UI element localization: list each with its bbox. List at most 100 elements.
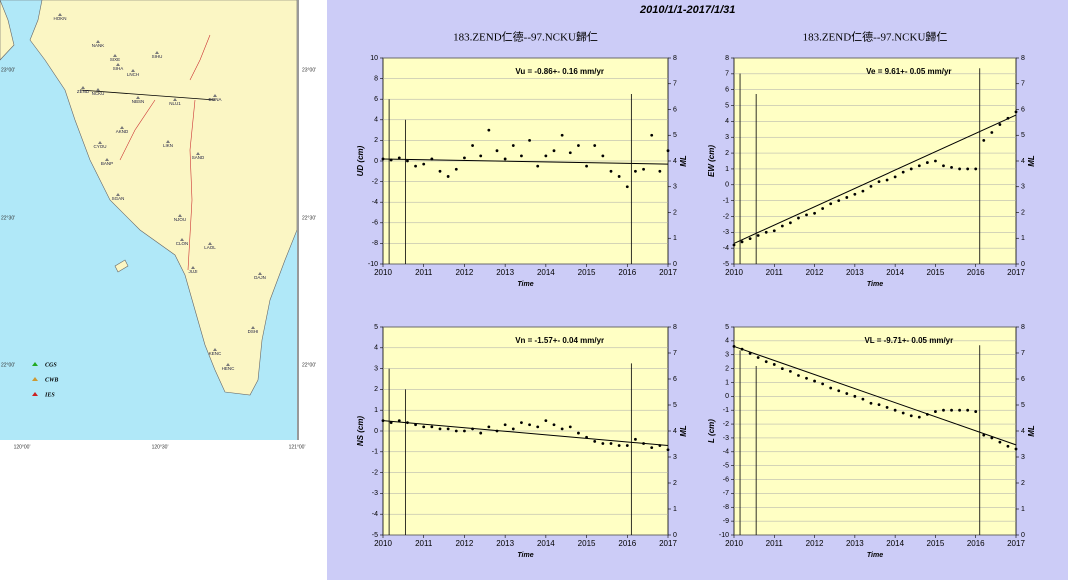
x-tick-label: 2015 bbox=[578, 539, 596, 548]
data-point bbox=[560, 133, 564, 137]
x-tick-label: 2014 bbox=[886, 268, 904, 277]
y2-tick-label: 8 bbox=[673, 324, 677, 331]
y2-tick-label: 0 bbox=[673, 532, 677, 539]
data-point bbox=[942, 408, 945, 412]
x-tick-label: 2014 bbox=[537, 268, 555, 277]
data-point bbox=[966, 408, 970, 412]
y-tick-label: -1 bbox=[372, 449, 378, 456]
data-point bbox=[552, 423, 556, 427]
data-point bbox=[625, 444, 629, 447]
station-marker bbox=[96, 88, 100, 91]
y-tick-label: -2 bbox=[723, 421, 729, 428]
data-point bbox=[446, 175, 450, 178]
data-point bbox=[577, 431, 580, 435]
y-axis-label: UD (cm) bbox=[356, 145, 365, 176]
data-point bbox=[901, 411, 905, 415]
data-point bbox=[446, 427, 450, 431]
y-axis-label: L (cm) bbox=[707, 419, 716, 443]
data-point bbox=[609, 169, 613, 173]
data-point bbox=[666, 149, 670, 153]
x-tick-label: 2017 bbox=[659, 539, 677, 548]
y2-tick-label: 2 bbox=[1021, 480, 1025, 487]
y-tick-label: -2 bbox=[372, 178, 378, 185]
data-point bbox=[511, 144, 515, 147]
data-point bbox=[617, 175, 621, 178]
data-point bbox=[568, 151, 572, 155]
station-label: LIKN bbox=[163, 143, 173, 148]
chart: 183.ZEND仁德--97.NCKU歸仁 -5 -4 -3 -2 -1 0 1 2 3 4 5 6 7 8… bbox=[707, 30, 1036, 288]
fault bbox=[119, 99, 156, 161]
y2-tick-label: 4 bbox=[1021, 428, 1025, 435]
station-label: KENC bbox=[209, 351, 222, 356]
data-point bbox=[617, 444, 621, 447]
station-marker bbox=[131, 69, 135, 72]
data-point bbox=[454, 429, 458, 433]
station-label: LAOL bbox=[204, 245, 216, 250]
y-tick-label: 10 bbox=[370, 55, 378, 62]
x-tick-label: 2013 bbox=[496, 539, 514, 548]
data-point bbox=[909, 414, 913, 418]
data-point bbox=[917, 164, 921, 168]
annotation: Ve = 9.61+- 0.05 mm/yr bbox=[866, 67, 951, 76]
y-tick-label: 0 bbox=[725, 393, 729, 400]
trend-line bbox=[382, 420, 669, 447]
data-point bbox=[829, 202, 833, 206]
station-label: NLU1 bbox=[169, 101, 181, 106]
x-tick-label: 2012 bbox=[456, 539, 474, 548]
y2-tick-label: 2 bbox=[1021, 209, 1025, 216]
station-label: DSHI bbox=[248, 329, 259, 334]
lon-label: 121°00' bbox=[289, 444, 306, 450]
x-tick-label: 2010 bbox=[725, 268, 743, 277]
data-point bbox=[568, 425, 572, 429]
data-point bbox=[1006, 444, 1010, 448]
x-tick-label: 2016 bbox=[618, 268, 636, 277]
data-point bbox=[869, 184, 873, 188]
lon-label: 120°30' bbox=[152, 444, 169, 450]
x-axis-label: Time bbox=[517, 552, 533, 559]
station-marker bbox=[113, 54, 117, 57]
x-tick-label: 2012 bbox=[806, 539, 824, 548]
lon-label: 120°00' bbox=[14, 444, 31, 450]
land bbox=[0, 0, 298, 396]
x-tick-label: 2016 bbox=[618, 539, 636, 548]
data-point bbox=[853, 192, 857, 196]
y2-tick-label: 1 bbox=[673, 235, 677, 242]
data-point bbox=[625, 185, 629, 189]
x-tick-label: 2015 bbox=[927, 539, 945, 548]
station-marker bbox=[258, 272, 262, 275]
y-tick-label: -6 bbox=[723, 476, 729, 483]
data-point bbox=[479, 154, 483, 158]
y-axis-label: NS (cm) bbox=[356, 416, 365, 447]
y-tick-label: -3 bbox=[723, 435, 729, 442]
data-point bbox=[552, 149, 556, 153]
data-point bbox=[536, 164, 540, 168]
y2-tick-label: 6 bbox=[673, 106, 677, 113]
lat-label: 23°00' bbox=[302, 67, 316, 73]
data-point bbox=[861, 189, 865, 193]
data-point bbox=[990, 131, 994, 134]
x-tick-label: 2017 bbox=[659, 268, 677, 277]
y2-tick-label: 6 bbox=[1021, 106, 1025, 113]
y2-tick-label: 2 bbox=[673, 480, 677, 487]
station-label: LNCH bbox=[127, 72, 139, 77]
y-tick-label: 4 bbox=[725, 338, 729, 345]
data-point bbox=[813, 379, 816, 383]
data-point bbox=[780, 367, 784, 370]
station-label: CLON bbox=[176, 241, 189, 246]
y-tick-label: -5 bbox=[723, 463, 729, 470]
data-point bbox=[974, 410, 978, 413]
station-marker bbox=[178, 214, 182, 217]
station-marker bbox=[166, 140, 170, 143]
x-tick-label: 2010 bbox=[374, 539, 392, 548]
lat-label: 22°30' bbox=[1, 215, 15, 221]
data-point bbox=[560, 427, 564, 431]
data-point bbox=[909, 167, 913, 171]
data-point bbox=[397, 419, 401, 422]
station-label: NCKU bbox=[92, 91, 105, 96]
data-point bbox=[780, 224, 784, 228]
data-point bbox=[805, 376, 808, 380]
data-point bbox=[528, 423, 531, 427]
data-point bbox=[397, 156, 401, 160]
